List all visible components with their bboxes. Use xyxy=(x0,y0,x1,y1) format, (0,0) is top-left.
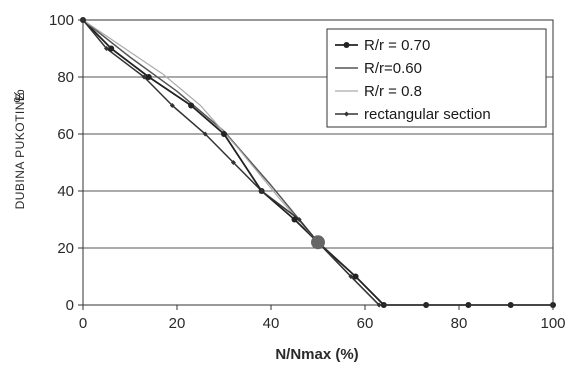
x-tick-label-0: 0 xyxy=(79,315,87,332)
series-3-point-6 xyxy=(259,188,265,194)
y-tick-label-100: 100 xyxy=(49,12,74,29)
series-0-point-8 xyxy=(352,273,359,280)
series-0-point-1 xyxy=(108,45,115,52)
y-axis-label: DUBINA PUKOTINE xyxy=(13,93,27,210)
series-3-point-4 xyxy=(202,131,208,137)
series-3-point-2 xyxy=(141,74,147,80)
series-3-point-5 xyxy=(230,160,236,165)
x-tick-label-20: 20 xyxy=(169,315,186,332)
y-tick-label-0: 0 xyxy=(66,297,74,314)
y-tick-labels: 0 20 40 60 80 100 xyxy=(49,12,74,314)
series-3-point-9 xyxy=(348,274,354,279)
x-axis-label: N/Nmax (%) xyxy=(275,346,358,363)
legend-label-0: R/r = 0.70 xyxy=(364,37,430,54)
series-0-point-3 xyxy=(188,102,195,109)
y-tick-label-40: 40 xyxy=(57,183,74,200)
x-tick-label-100: 100 xyxy=(540,315,565,332)
series-markers xyxy=(80,17,556,308)
legend-label-1: R/r=0.60 xyxy=(364,60,422,77)
series-3-point-1 xyxy=(104,46,109,51)
legend-label-3: rectangular section xyxy=(364,106,491,123)
x-tick-labels: 0 20 40 60 80 100 xyxy=(79,315,566,332)
legend-box xyxy=(326,28,547,128)
plot-frame xyxy=(82,19,554,306)
y-tick-label-60: 60 xyxy=(57,126,74,143)
x-tick-label-60: 60 xyxy=(357,315,374,332)
y-axis-unit: % xyxy=(11,89,28,102)
legend-marker-3 xyxy=(344,111,349,117)
y-tick-label-80: 80 xyxy=(57,69,74,86)
axes xyxy=(78,19,554,310)
legend-label-2: R/r = 0.8 xyxy=(364,83,422,100)
legend: R/r = 0.70 R/r=0.60 R/r = 0.8 rectangular s… xyxy=(326,28,547,128)
y-tick-label-20: 20 xyxy=(57,240,74,257)
x-tick-label-40: 40 xyxy=(263,315,280,332)
series-0-point-4 xyxy=(221,131,227,137)
intersection-point xyxy=(311,235,325,250)
x-tick-label-80: 80 xyxy=(451,315,468,332)
series-3-point-7 xyxy=(296,217,302,222)
series-0-point-6 xyxy=(291,216,298,223)
series-3-point-3 xyxy=(169,103,175,108)
legend-marker-0 xyxy=(343,42,350,48)
series-0-point-2 xyxy=(145,74,152,80)
